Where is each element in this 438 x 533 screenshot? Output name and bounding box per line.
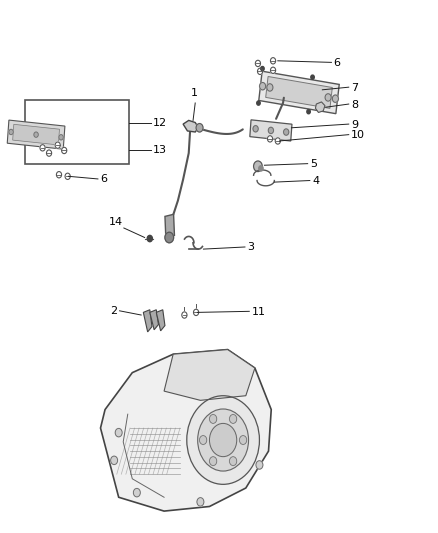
Polygon shape bbox=[100, 350, 271, 511]
Text: 6: 6 bbox=[100, 174, 107, 184]
Text: 12: 12 bbox=[153, 117, 167, 127]
Circle shape bbox=[255, 60, 261, 67]
Text: 10: 10 bbox=[351, 130, 365, 140]
Circle shape bbox=[209, 423, 237, 457]
Circle shape bbox=[199, 435, 207, 445]
Circle shape bbox=[55, 142, 60, 148]
Circle shape bbox=[57, 172, 62, 178]
Circle shape bbox=[268, 136, 272, 142]
Text: 2: 2 bbox=[110, 306, 117, 316]
Circle shape bbox=[9, 130, 13, 135]
Circle shape bbox=[256, 461, 263, 469]
Circle shape bbox=[187, 395, 259, 484]
Text: 7: 7 bbox=[351, 83, 358, 93]
Text: 13: 13 bbox=[153, 145, 167, 155]
Circle shape bbox=[253, 126, 258, 132]
Text: 11: 11 bbox=[251, 307, 265, 317]
Circle shape bbox=[270, 58, 276, 64]
Polygon shape bbox=[165, 214, 174, 238]
Circle shape bbox=[260, 83, 265, 90]
Circle shape bbox=[240, 435, 247, 445]
Circle shape bbox=[261, 67, 264, 71]
Bar bbox=[25, 100, 129, 164]
Circle shape bbox=[332, 95, 339, 102]
Circle shape bbox=[230, 415, 237, 423]
Circle shape bbox=[307, 110, 310, 114]
Text: 1: 1 bbox=[191, 88, 198, 98]
Polygon shape bbox=[259, 71, 339, 114]
Circle shape bbox=[198, 409, 248, 471]
Circle shape bbox=[147, 236, 152, 241]
Circle shape bbox=[46, 150, 52, 156]
Text: 9: 9 bbox=[351, 119, 358, 130]
Circle shape bbox=[196, 124, 203, 132]
Circle shape bbox=[40, 144, 45, 151]
Circle shape bbox=[65, 173, 70, 180]
Polygon shape bbox=[13, 124, 60, 145]
Text: 8: 8 bbox=[351, 100, 358, 110]
Text: 6: 6 bbox=[334, 58, 341, 68]
Circle shape bbox=[115, 429, 122, 437]
Circle shape bbox=[254, 161, 262, 172]
Circle shape bbox=[34, 132, 38, 138]
Circle shape bbox=[194, 309, 199, 316]
Polygon shape bbox=[150, 310, 159, 330]
Text: 14: 14 bbox=[109, 217, 123, 227]
Circle shape bbox=[59, 135, 63, 140]
Circle shape bbox=[275, 138, 280, 144]
Circle shape bbox=[111, 456, 117, 465]
Circle shape bbox=[134, 488, 140, 497]
Polygon shape bbox=[164, 350, 255, 400]
Circle shape bbox=[165, 232, 173, 243]
Circle shape bbox=[311, 75, 314, 79]
Circle shape bbox=[267, 84, 273, 91]
Circle shape bbox=[230, 457, 237, 465]
Circle shape bbox=[259, 166, 263, 171]
Circle shape bbox=[182, 312, 187, 318]
Text: 5: 5 bbox=[310, 159, 317, 168]
Circle shape bbox=[257, 101, 260, 105]
Circle shape bbox=[209, 457, 217, 465]
Polygon shape bbox=[143, 310, 152, 332]
Polygon shape bbox=[156, 310, 165, 331]
Circle shape bbox=[270, 67, 276, 74]
Circle shape bbox=[62, 147, 67, 154]
Text: 3: 3 bbox=[247, 242, 254, 252]
Text: 4: 4 bbox=[312, 175, 319, 185]
Circle shape bbox=[197, 498, 204, 506]
Polygon shape bbox=[183, 120, 199, 132]
Circle shape bbox=[268, 127, 273, 134]
Circle shape bbox=[325, 94, 331, 101]
Polygon shape bbox=[7, 120, 65, 149]
Circle shape bbox=[258, 68, 263, 75]
Polygon shape bbox=[250, 120, 292, 141]
Polygon shape bbox=[315, 102, 325, 112]
Circle shape bbox=[209, 415, 217, 423]
Circle shape bbox=[283, 129, 289, 135]
Polygon shape bbox=[266, 77, 332, 108]
